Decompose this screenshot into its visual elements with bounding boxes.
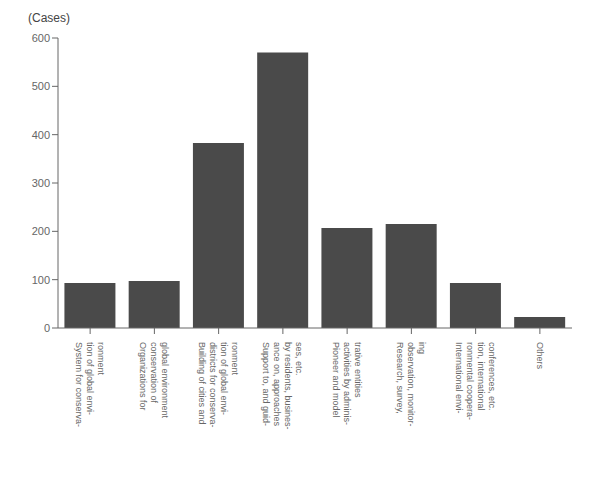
svg-text:ronmental coopera-: ronmental coopera- xyxy=(465,342,475,420)
svg-text:Research, survey,: Research, survey, xyxy=(395,342,405,414)
svg-text:tion, international: tion, international xyxy=(476,342,486,411)
svg-text:Others: Others xyxy=(535,342,545,370)
svg-text:300: 300 xyxy=(32,177,50,189)
svg-text:ing: ing xyxy=(417,342,427,354)
svg-text:tion of global envi-: tion of global envi- xyxy=(85,342,95,415)
svg-text:conservation of: conservation of xyxy=(149,342,159,404)
svg-text:Organizations for: Organizations for xyxy=(138,342,148,411)
svg-text:System for conserva-: System for conserva- xyxy=(74,342,84,427)
svg-text:Building of cities and: Building of cities and xyxy=(197,342,207,425)
svg-text:200: 200 xyxy=(32,225,50,237)
svg-text:Support to, and guid-: Support to, and guid- xyxy=(261,342,271,426)
svg-text:observation, monitor-: observation, monitor- xyxy=(406,342,416,427)
svg-text:districts for conserva-: districts for conserva- xyxy=(208,342,218,428)
svg-text:ronment: ronment xyxy=(96,342,106,376)
svg-text:ronment: ronment xyxy=(230,342,240,376)
svg-text:0: 0 xyxy=(44,322,50,334)
svg-text:by residents, busines-: by residents, busines- xyxy=(283,342,293,430)
svg-text:100: 100 xyxy=(32,274,50,286)
html-text:(Cases): (Cases) xyxy=(28,11,70,25)
svg-text:ses, etc.: ses, etc. xyxy=(294,342,304,376)
svg-text:400: 400 xyxy=(32,129,50,141)
svg-text:500: 500 xyxy=(32,80,50,92)
svg-text:conferences, etc.: conferences, etc. xyxy=(487,342,497,411)
svg-text:600: 600 xyxy=(32,32,50,44)
svg-text:tion of global envi-: tion of global envi- xyxy=(219,342,229,415)
svg-text:activities by adminis-: activities by adminis- xyxy=(342,342,352,425)
svg-text:ance on, approaches: ance on, approaches xyxy=(272,342,282,427)
svg-text:trative entities: trative entities xyxy=(353,342,363,398)
svg-text:International envi-: International envi- xyxy=(454,342,464,414)
svg-text:global environment: global environment xyxy=(160,342,170,419)
svg-text:Pioneer and model: Pioneer and model xyxy=(331,342,341,418)
